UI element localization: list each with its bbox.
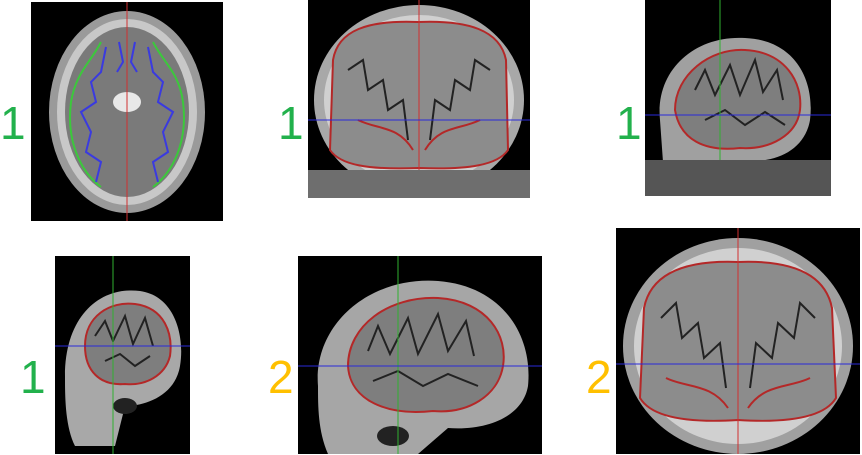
score-label-5: 2 (268, 351, 294, 403)
score-label-4: 1 (20, 351, 46, 403)
mri-panel-sagittal-bottom-left (55, 256, 190, 454)
coronal-slice-image (616, 228, 860, 454)
sagittal-slice-image (298, 256, 542, 454)
score-label-3: 1 (616, 97, 642, 149)
coronal-slice-image (308, 0, 530, 198)
score-label-1: 1 (0, 97, 26, 149)
mri-panel-sagittal-bottom-middle (298, 256, 542, 454)
mri-panel-sagittal-top-right (645, 0, 831, 196)
score-label-6: 2 (586, 351, 612, 403)
mri-panel-coronal-top-middle (308, 0, 530, 198)
sagittal-slice-image (55, 256, 190, 454)
mri-panel-coronal-bottom-right (616, 228, 860, 454)
score-label-2: 1 (278, 97, 304, 149)
sagittal-slice-image (645, 0, 831, 196)
axial-slice-image (49, 2, 205, 221)
mri-panel-axial-top-left (31, 2, 223, 221)
